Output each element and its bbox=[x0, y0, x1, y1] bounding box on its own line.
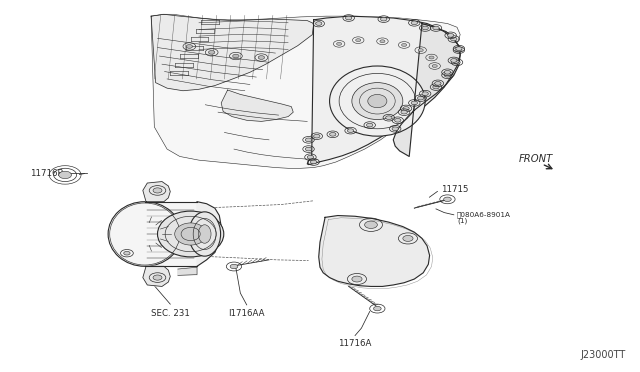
Text: 11716B: 11716B bbox=[30, 169, 63, 177]
Ellipse shape bbox=[380, 40, 385, 43]
Ellipse shape bbox=[432, 64, 437, 67]
Polygon shape bbox=[143, 266, 170, 286]
Ellipse shape bbox=[374, 307, 381, 311]
Polygon shape bbox=[394, 23, 460, 157]
Ellipse shape bbox=[356, 39, 361, 42]
Ellipse shape bbox=[386, 116, 392, 119]
Polygon shape bbox=[319, 215, 429, 286]
Text: 11715: 11715 bbox=[441, 185, 468, 194]
Ellipse shape bbox=[198, 225, 211, 243]
Ellipse shape bbox=[401, 110, 407, 114]
Ellipse shape bbox=[403, 235, 413, 241]
Ellipse shape bbox=[346, 16, 352, 20]
Ellipse shape bbox=[186, 45, 193, 48]
Polygon shape bbox=[151, 14, 314, 91]
Ellipse shape bbox=[189, 212, 221, 256]
Ellipse shape bbox=[411, 101, 417, 105]
Ellipse shape bbox=[352, 276, 362, 282]
Ellipse shape bbox=[314, 134, 320, 138]
Ellipse shape bbox=[394, 118, 401, 122]
Ellipse shape bbox=[157, 211, 224, 257]
Ellipse shape bbox=[392, 127, 398, 131]
Polygon shape bbox=[151, 14, 460, 168]
Ellipse shape bbox=[258, 56, 264, 60]
Ellipse shape bbox=[451, 59, 457, 62]
Ellipse shape bbox=[230, 264, 238, 269]
Ellipse shape bbox=[447, 33, 454, 37]
Ellipse shape bbox=[422, 92, 428, 96]
Text: 11716A: 11716A bbox=[339, 339, 372, 348]
Ellipse shape bbox=[433, 85, 439, 89]
Polygon shape bbox=[145, 202, 197, 266]
Polygon shape bbox=[197, 202, 221, 266]
Ellipse shape bbox=[305, 147, 312, 151]
Ellipse shape bbox=[403, 107, 409, 110]
Ellipse shape bbox=[429, 56, 434, 59]
Ellipse shape bbox=[352, 83, 403, 119]
Ellipse shape bbox=[108, 202, 181, 266]
Ellipse shape bbox=[337, 42, 342, 45]
Ellipse shape bbox=[456, 47, 462, 51]
Ellipse shape bbox=[422, 26, 428, 30]
Ellipse shape bbox=[368, 94, 387, 108]
Text: Ⓜ080A6-8901A: Ⓜ080A6-8901A bbox=[457, 212, 511, 218]
Ellipse shape bbox=[411, 21, 417, 25]
Ellipse shape bbox=[365, 221, 378, 228]
Ellipse shape bbox=[59, 171, 72, 179]
Polygon shape bbox=[178, 267, 197, 275]
Ellipse shape bbox=[433, 26, 439, 30]
Ellipse shape bbox=[456, 48, 462, 52]
Ellipse shape bbox=[316, 22, 322, 25]
Ellipse shape bbox=[401, 44, 406, 46]
Ellipse shape bbox=[209, 51, 215, 54]
Ellipse shape bbox=[153, 275, 162, 280]
Polygon shape bbox=[143, 182, 170, 202]
Ellipse shape bbox=[310, 160, 317, 164]
Ellipse shape bbox=[444, 73, 451, 77]
Ellipse shape bbox=[417, 96, 424, 100]
Text: I1716AA: I1716AA bbox=[228, 309, 265, 318]
Ellipse shape bbox=[454, 61, 460, 64]
Polygon shape bbox=[307, 16, 460, 164]
Ellipse shape bbox=[444, 197, 451, 202]
Ellipse shape bbox=[175, 223, 207, 245]
Ellipse shape bbox=[124, 251, 130, 255]
Ellipse shape bbox=[348, 129, 354, 132]
Ellipse shape bbox=[305, 138, 312, 142]
Text: J23000TT: J23000TT bbox=[580, 350, 626, 360]
Ellipse shape bbox=[435, 81, 441, 85]
Ellipse shape bbox=[307, 155, 314, 159]
Ellipse shape bbox=[451, 37, 457, 41]
Text: (1): (1) bbox=[458, 218, 468, 224]
Text: FRONT: FRONT bbox=[519, 154, 553, 164]
Ellipse shape bbox=[367, 123, 373, 127]
Ellipse shape bbox=[153, 188, 162, 193]
Ellipse shape bbox=[330, 132, 336, 136]
Polygon shape bbox=[221, 90, 293, 121]
Text: SEC. 231: SEC. 231 bbox=[151, 309, 189, 318]
Ellipse shape bbox=[233, 54, 239, 58]
Ellipse shape bbox=[330, 66, 425, 136]
Ellipse shape bbox=[418, 49, 423, 52]
Ellipse shape bbox=[381, 17, 387, 21]
Ellipse shape bbox=[444, 70, 451, 74]
